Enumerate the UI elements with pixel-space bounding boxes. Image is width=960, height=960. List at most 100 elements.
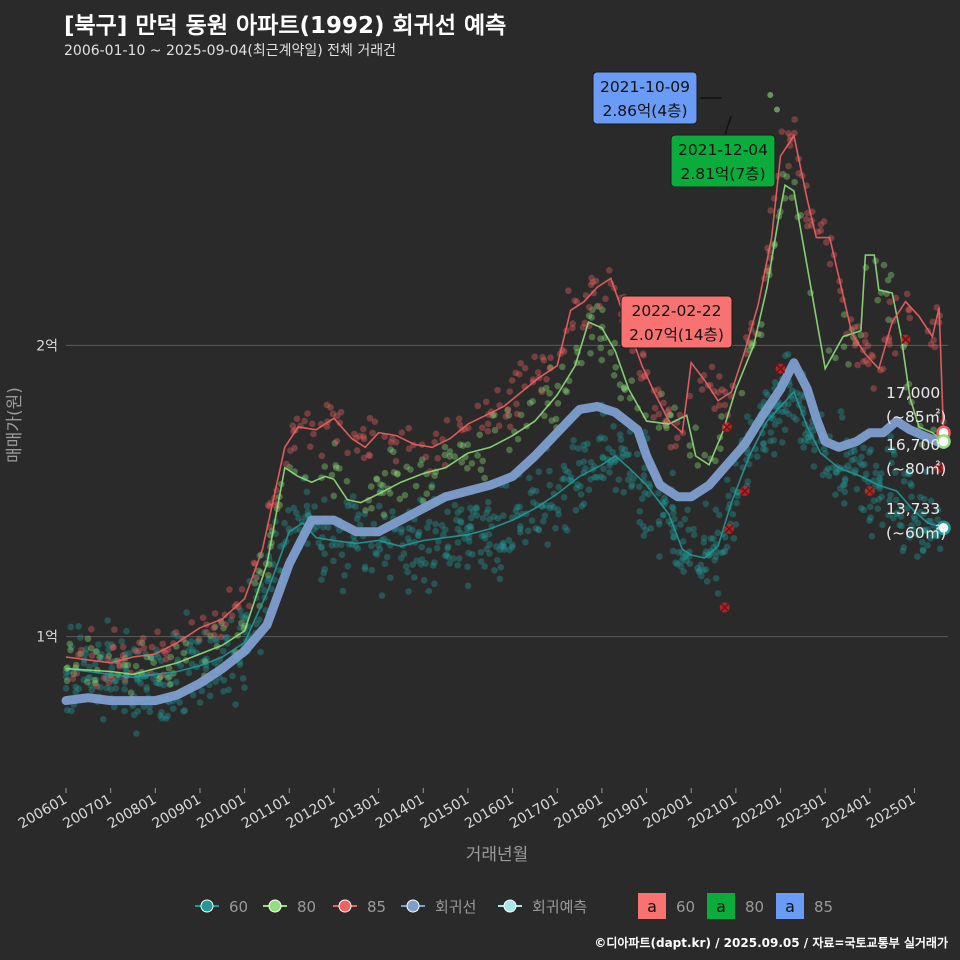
- scatter-point-60: [538, 502, 545, 510]
- scatter-point-85: [389, 435, 396, 442]
- scatter-point-60: [679, 554, 687, 561]
- scatter-point-80: [490, 411, 498, 419]
- scatter-point-60: [597, 473, 605, 481]
- scatter-point-80: [504, 406, 511, 414]
- scatter-point-60: [575, 459, 583, 467]
- scatter-point-85: [538, 388, 546, 396]
- scatter-point-85: [360, 425, 367, 433]
- scatter-point-60: [832, 491, 839, 499]
- scatter-point-60: [409, 561, 417, 569]
- scatter-point-85: [291, 444, 298, 452]
- scatter-point-60: [606, 462, 613, 469]
- scatter-point-60: [432, 527, 440, 535]
- scatter-point-80: [481, 474, 488, 482]
- scatter-point-60: [874, 505, 882, 512]
- scatter-point-80: [862, 264, 870, 271]
- label-layer: 17,000 (~85㎡) 16,700 (~80㎡) 13,733 (~60㎡) 2021…: [592, 71, 946, 542]
- regression-line: [61, 358, 948, 706]
- scatter-point-60: [143, 686, 151, 694]
- scatter-point-60: [188, 660, 196, 668]
- scatter-point-60: [919, 546, 927, 554]
- scatter-point-80: [594, 303, 601, 310]
- scatter-point-60: [104, 640, 111, 648]
- scatter-point-60: [922, 468, 930, 476]
- scatter-point-60: [546, 504, 554, 512]
- scatter-point-80: [663, 424, 670, 432]
- scatter-point-85: [664, 408, 672, 416]
- scatter-point-60: [212, 678, 219, 685]
- scatter-point-85: [891, 350, 899, 357]
- scatter-point-60: [189, 691, 197, 699]
- scatter-point-85: [637, 375, 645, 382]
- scatter-point-60: [843, 451, 851, 458]
- scatter-point-60: [642, 526, 650, 534]
- scatter-point-60: [700, 539, 708, 546]
- scatter-point-60: [332, 541, 340, 549]
- scatter-point-80: [548, 417, 556, 424]
- scatter-point-85: [543, 375, 550, 383]
- scatter-point-60: [878, 470, 885, 477]
- scatter-point-60: [829, 464, 837, 471]
- scatter-point-60: [241, 614, 248, 621]
- scatter-point-80: [611, 339, 619, 347]
- scatter-point-85: [162, 655, 170, 663]
- scatter-point-60: [597, 434, 605, 441]
- scatter-point-60: [762, 446, 769, 454]
- legend-box-0: [638, 893, 666, 919]
- scatter-point-60: [760, 440, 768, 447]
- scatter-point-60: [130, 645, 138, 653]
- scatter-point-60: [730, 534, 738, 542]
- scatter-point-80: [156, 673, 164, 681]
- scatter-point-60: [481, 535, 489, 542]
- scatter-point-60: [675, 549, 682, 556]
- scatter-point-60: [860, 506, 867, 514]
- scatter-point-80: [155, 675, 163, 682]
- scatter-point-60: [714, 529, 722, 537]
- scatter-point-60: [690, 525, 697, 533]
- scatter-point-80: [166, 681, 174, 688]
- scatter-point-60: [578, 502, 586, 510]
- scatter-point-85: [136, 639, 143, 646]
- scatter-point-60: [464, 582, 472, 590]
- scatter-point-60: [560, 462, 568, 470]
- scatter-point-60: [837, 408, 845, 415]
- scatter-point-85: [650, 414, 657, 421]
- scatter-point-60: [409, 526, 416, 534]
- scatter-point-60: [103, 684, 110, 692]
- legend-box-2: [776, 893, 804, 919]
- scatter-point-80: [468, 460, 476, 467]
- scatter-point-85: [512, 369, 520, 377]
- chart-title: [북구] 만덕 동원 아파트(1992) 회귀선 예측: [64, 13, 507, 39]
- scatter-point-60: [123, 627, 130, 635]
- scatter-point-85: [587, 281, 595, 289]
- scatter-point-80: [446, 453, 453, 460]
- scatter-point-80: [121, 661, 129, 669]
- scatter-point-85: [344, 449, 351, 457]
- scatter-point-85: [569, 320, 576, 327]
- scatter-point-85: [246, 602, 253, 610]
- scatter-point-60: [723, 476, 731, 484]
- scatter-point-60: [440, 531, 447, 539]
- scatter-point-85: [795, 169, 803, 177]
- scatter-point-60: [469, 551, 476, 558]
- scatter-point-85: [465, 424, 472, 432]
- scatter-point-60: [516, 525, 524, 533]
- scatter-point-60: [483, 545, 490, 553]
- scatter-point-80: [96, 653, 103, 661]
- scatter-point-60: [771, 421, 779, 428]
- scatter-point-60: [908, 522, 915, 529]
- scatter-point-60: [908, 530, 915, 538]
- scatter-point-60: [463, 524, 471, 532]
- legend-label-1: 80: [297, 898, 316, 916]
- scatter-point-60: [660, 494, 668, 502]
- scatter-point-85: [455, 415, 463, 423]
- scatter-point-85: [159, 640, 167, 648]
- scatter-point-85: [697, 377, 704, 384]
- scatter-point-60: [318, 576, 325, 583]
- cancelled-deal-cross: [934, 463, 944, 473]
- scatter-point-80: [694, 462, 702, 469]
- scatter-point-85: [861, 338, 869, 346]
- x-tick-label: 202101: [686, 792, 740, 833]
- scatter-point-85: [381, 433, 388, 440]
- scatter-point-60: [601, 435, 609, 442]
